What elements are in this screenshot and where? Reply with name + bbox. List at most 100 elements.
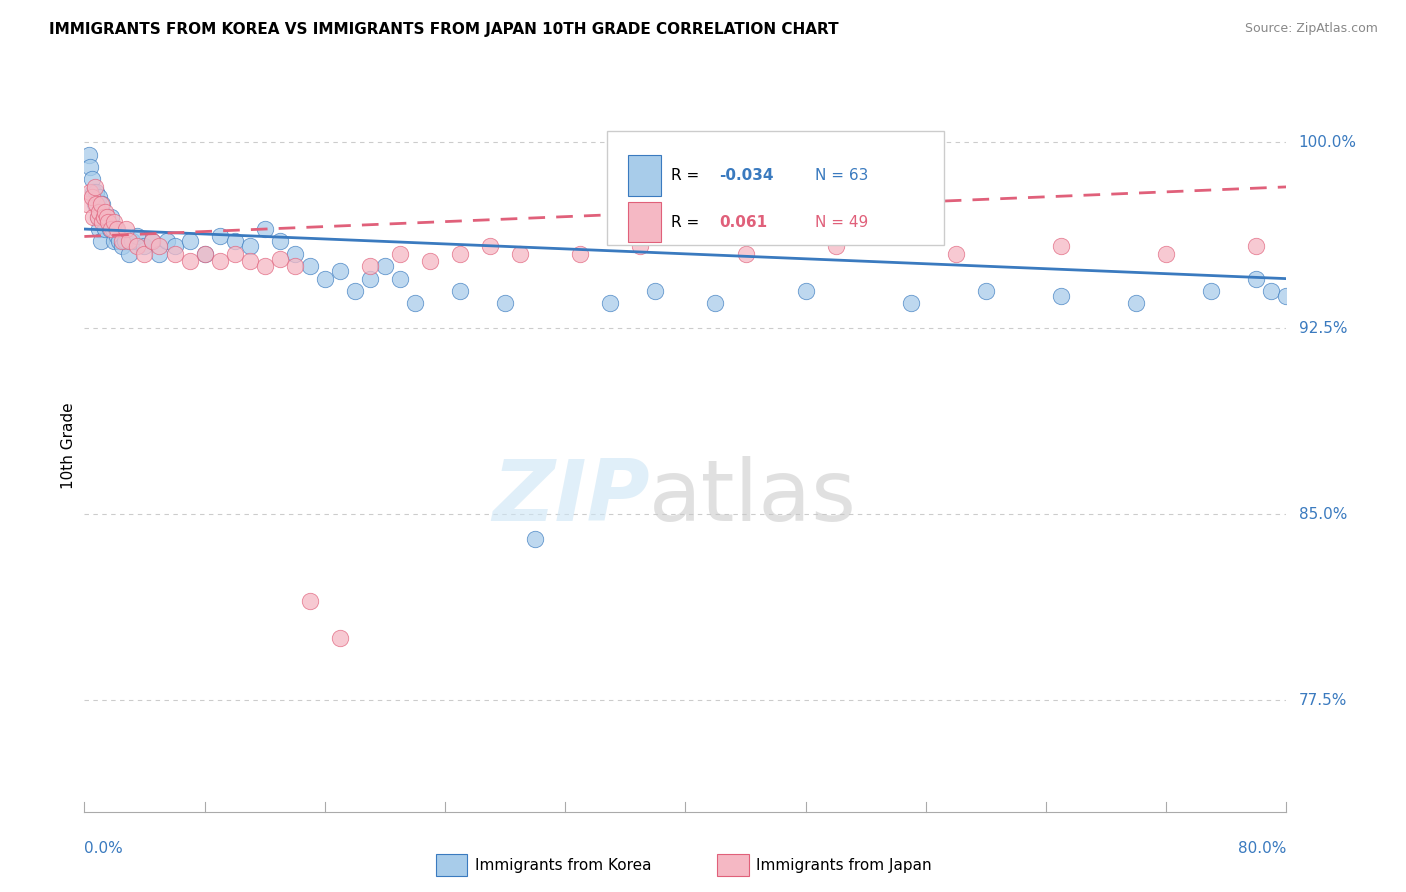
Point	[359, 271, 381, 285]
Point	[90, 235, 112, 249]
Text: -0.034: -0.034	[718, 168, 773, 183]
Point	[224, 247, 246, 261]
Point	[1156, 247, 1178, 261]
Point	[114, 235, 136, 249]
Point	[343, 284, 366, 298]
Text: N = 63: N = 63	[815, 168, 869, 183]
Point	[100, 222, 122, 236]
Point	[97, 214, 120, 228]
Point	[1246, 239, 1268, 253]
Point	[98, 222, 121, 236]
Text: Source: ZipAtlas.com: Source: ZipAtlas.com	[1244, 22, 1378, 36]
FancyBboxPatch shape	[627, 202, 661, 243]
Y-axis label: 10th Grade: 10th Grade	[60, 402, 76, 490]
Point	[1260, 284, 1282, 298]
Point	[115, 222, 138, 236]
Point	[194, 247, 217, 261]
Point	[329, 631, 352, 645]
Point	[1125, 296, 1147, 310]
Point	[89, 204, 111, 219]
Text: 0.0%: 0.0%	[84, 841, 124, 856]
Point	[79, 185, 101, 199]
Text: ZIP: ZIP	[492, 456, 650, 539]
Point	[93, 210, 115, 224]
Point	[298, 259, 321, 273]
Point	[96, 210, 118, 224]
Text: N = 49: N = 49	[815, 215, 869, 229]
Point	[121, 235, 143, 249]
Point	[97, 214, 120, 228]
Point	[269, 235, 291, 249]
Point	[644, 284, 666, 298]
Point	[107, 229, 129, 244]
Point	[179, 254, 201, 268]
Point	[824, 239, 846, 253]
Point	[208, 254, 231, 268]
Point	[945, 247, 967, 261]
Point	[163, 239, 186, 253]
Point	[91, 197, 114, 211]
Text: 85.0%: 85.0%	[1299, 507, 1347, 522]
Point	[1050, 239, 1073, 253]
Point	[253, 222, 276, 236]
Point	[76, 197, 98, 211]
Point	[125, 239, 148, 253]
Text: 100.0%: 100.0%	[1299, 135, 1357, 150]
Point	[359, 259, 381, 273]
Point	[111, 239, 134, 253]
Point	[89, 190, 111, 204]
Point	[103, 214, 125, 228]
Point	[449, 284, 471, 298]
Point	[449, 247, 471, 261]
Point	[100, 210, 122, 224]
Text: R =: R =	[671, 168, 704, 183]
Point	[79, 160, 101, 174]
Bar	[436, 855, 467, 876]
Point	[194, 247, 217, 261]
Point	[107, 222, 129, 236]
Point	[86, 197, 108, 211]
Point	[419, 254, 441, 268]
Point	[479, 239, 502, 253]
Point	[298, 594, 321, 608]
Point	[239, 254, 262, 268]
Point	[569, 247, 592, 261]
Point	[134, 239, 156, 253]
Point	[77, 147, 100, 161]
Point	[103, 235, 125, 249]
Point	[94, 222, 117, 236]
Point	[900, 296, 922, 310]
Point	[239, 239, 262, 253]
Point	[404, 296, 426, 310]
Point	[704, 296, 727, 310]
Point	[628, 239, 651, 253]
Point	[179, 235, 201, 249]
Point	[1246, 271, 1268, 285]
Point	[134, 247, 156, 261]
Point	[94, 204, 117, 219]
Point	[509, 247, 531, 261]
Point	[388, 247, 411, 261]
Point	[83, 197, 105, 211]
Point	[111, 235, 134, 249]
Text: Immigrants from Japan: Immigrants from Japan	[756, 858, 931, 872]
Point	[118, 247, 141, 261]
Point	[125, 229, 148, 244]
Point	[734, 247, 756, 261]
Point	[794, 284, 817, 298]
Point	[90, 197, 112, 211]
Point	[108, 235, 131, 249]
Point	[1050, 289, 1073, 303]
Point	[974, 284, 997, 298]
Point	[148, 239, 170, 253]
Text: IMMIGRANTS FROM KOREA VS IMMIGRANTS FROM JAPAN 10TH GRADE CORRELATION CHART: IMMIGRANTS FROM KOREA VS IMMIGRANTS FROM…	[49, 22, 839, 37]
Point	[284, 247, 307, 261]
Point	[224, 235, 246, 249]
FancyBboxPatch shape	[627, 155, 661, 195]
Text: R =: R =	[671, 215, 704, 229]
Point	[599, 296, 621, 310]
Point	[314, 271, 336, 285]
Point	[141, 235, 163, 249]
Point	[86, 185, 108, 199]
Text: 0.061: 0.061	[718, 215, 768, 229]
